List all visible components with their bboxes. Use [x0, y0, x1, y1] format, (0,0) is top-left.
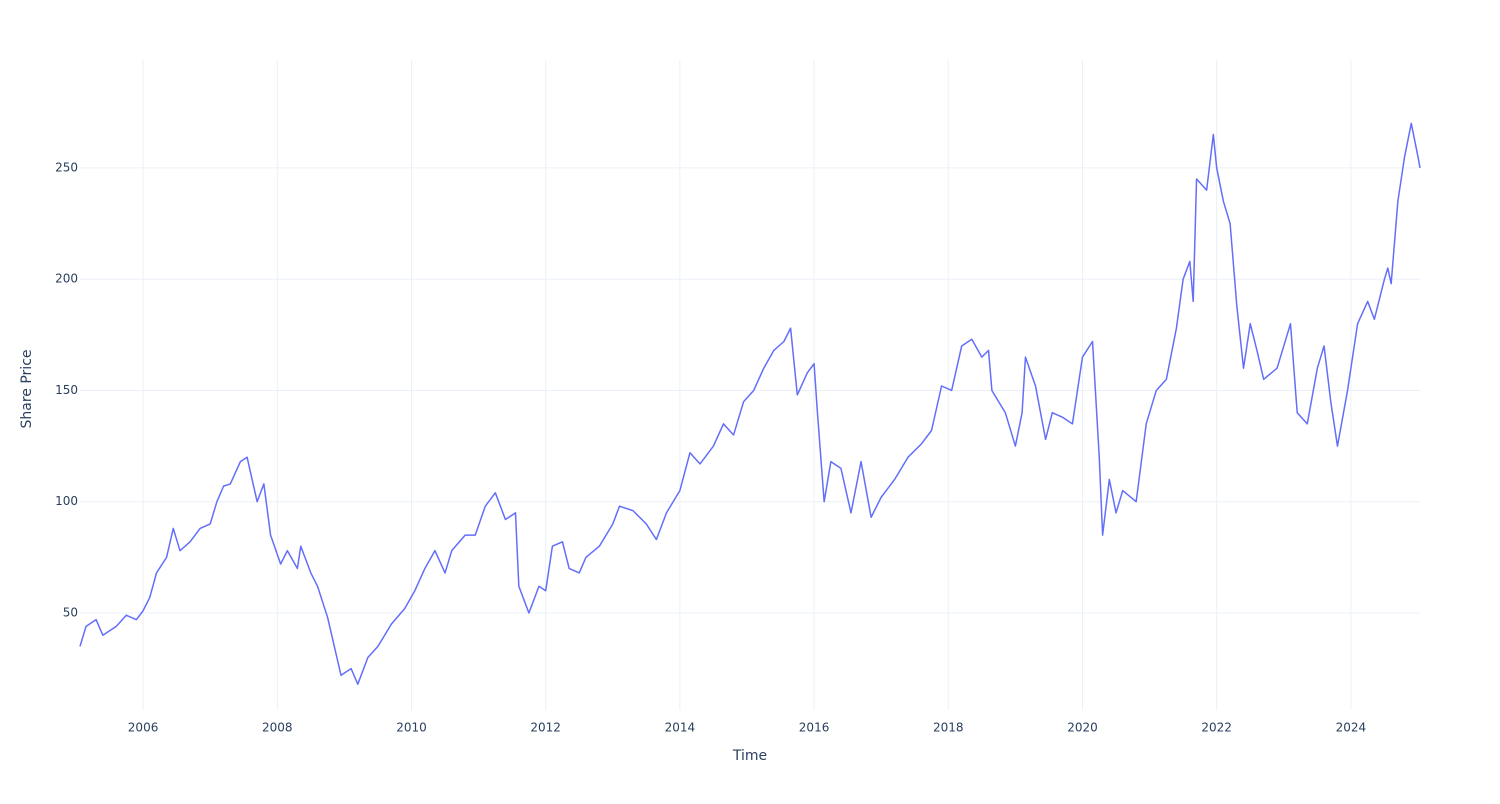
y-tick-label: 200 [55, 272, 78, 286]
x-tick-label: 2010 [396, 721, 427, 735]
y-tick-label: 250 [55, 160, 78, 174]
y-tick-label: 150 [55, 383, 78, 397]
x-tick-label: 2014 [665, 721, 696, 735]
line [79, 122, 1421, 685]
x-tick-label: 2008 [262, 721, 293, 735]
x-tick-label: 2018 [933, 721, 964, 735]
x-tick-label: 2006 [128, 721, 159, 735]
x-tick-label: 2012 [530, 721, 561, 735]
x-tick-label: 2022 [1201, 721, 1232, 735]
y-tick-label: 50 [63, 605, 78, 619]
x-tick-label: 2016 [799, 721, 830, 735]
y-axis-title: Share Price [19, 349, 35, 428]
x-tick-label: 2024 [1336, 721, 1367, 735]
x-axis-title: Time [732, 748, 767, 764]
y-tick-label: 100 [55, 494, 78, 508]
x-tick-label: 2020 [1067, 721, 1098, 735]
